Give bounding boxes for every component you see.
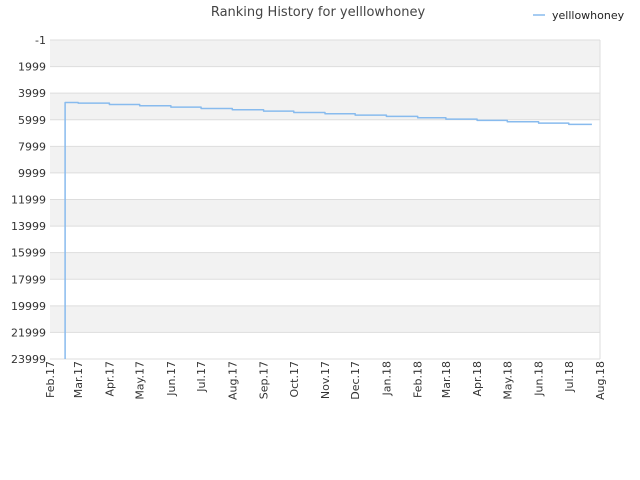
plot-band (50, 66, 600, 94)
y-tick-label: 1999 (18, 61, 46, 74)
legend: yelllowhoney (533, 9, 625, 22)
x-tick-label: Jun.17 (165, 361, 178, 397)
y-gridlines (50, 39, 601, 360)
y-tick-label: 5999 (18, 114, 46, 127)
x-tick-label: Apr.18 (471, 361, 484, 397)
plot-band (50, 199, 600, 227)
x-tick-label: Feb.17 (44, 361, 57, 398)
x-tick-label: Oct.17 (288, 361, 301, 398)
plot-band (50, 172, 600, 200)
y-tick-label: 21999 (11, 326, 46, 339)
plot-band (50, 119, 600, 147)
plot-band (50, 146, 600, 173)
y-tick-label: 17999 (11, 273, 46, 286)
legend-label: yelllowhoney (552, 9, 625, 22)
y-axis: -1 1999 3999 5999 7999 9999 11999 13999 15999 179… (11, 34, 46, 366)
y-tick-label: 11999 (11, 194, 46, 207)
x-tick-label: Mar.17 (72, 361, 85, 398)
x-axis: Feb.17 Mar.17 Apr.17 May.17 Jun.17 Jul.17 Aug.… (44, 361, 607, 400)
x-tick-label: Mar.18 (440, 361, 453, 398)
x-tick-label: Nov.17 (319, 361, 332, 399)
x-tick-label: Jul.18 (563, 361, 576, 393)
x-tick-label: Jul.17 (195, 361, 208, 393)
x-tick-label: Jun.18 (533, 361, 546, 397)
y-tick-label: 3999 (18, 87, 46, 100)
x-tick-label: Apr.17 (103, 361, 116, 397)
y-tick-label: 7999 (18, 140, 46, 153)
x-tick-label: Dec.17 (349, 361, 362, 400)
x-tick-label: May.17 (134, 361, 147, 400)
series-line (64, 101, 592, 359)
plot-bands (50, 40, 600, 359)
y-tick-label: 13999 (11, 220, 46, 233)
plot-band (50, 40, 600, 67)
x-tick-label: May.18 (501, 361, 514, 400)
chart-title: Ranking History for yelllowhoney (211, 5, 426, 20)
plot-band (50, 226, 600, 253)
plot-band (50, 332, 600, 359)
plot-band (50, 252, 600, 280)
y-tick-label: 23999 (11, 353, 46, 366)
y-tick-label: -1 (35, 34, 46, 47)
x-tick-label: Jan.18 (380, 361, 393, 396)
y-tick-label: 9999 (18, 167, 46, 180)
plot-band (50, 93, 600, 120)
x-tick-label: Aug.18 (594, 361, 607, 400)
x-tick-label: Feb.18 (412, 361, 425, 398)
y-tick-label: 15999 (11, 247, 46, 260)
plot-band (50, 305, 600, 333)
plot-band (50, 279, 600, 306)
series-layer (64, 101, 592, 359)
y-tick-label: 19999 (11, 300, 46, 313)
x-tick-label: Aug.17 (226, 361, 239, 400)
x-tick-label: Sep.17 (258, 361, 271, 399)
